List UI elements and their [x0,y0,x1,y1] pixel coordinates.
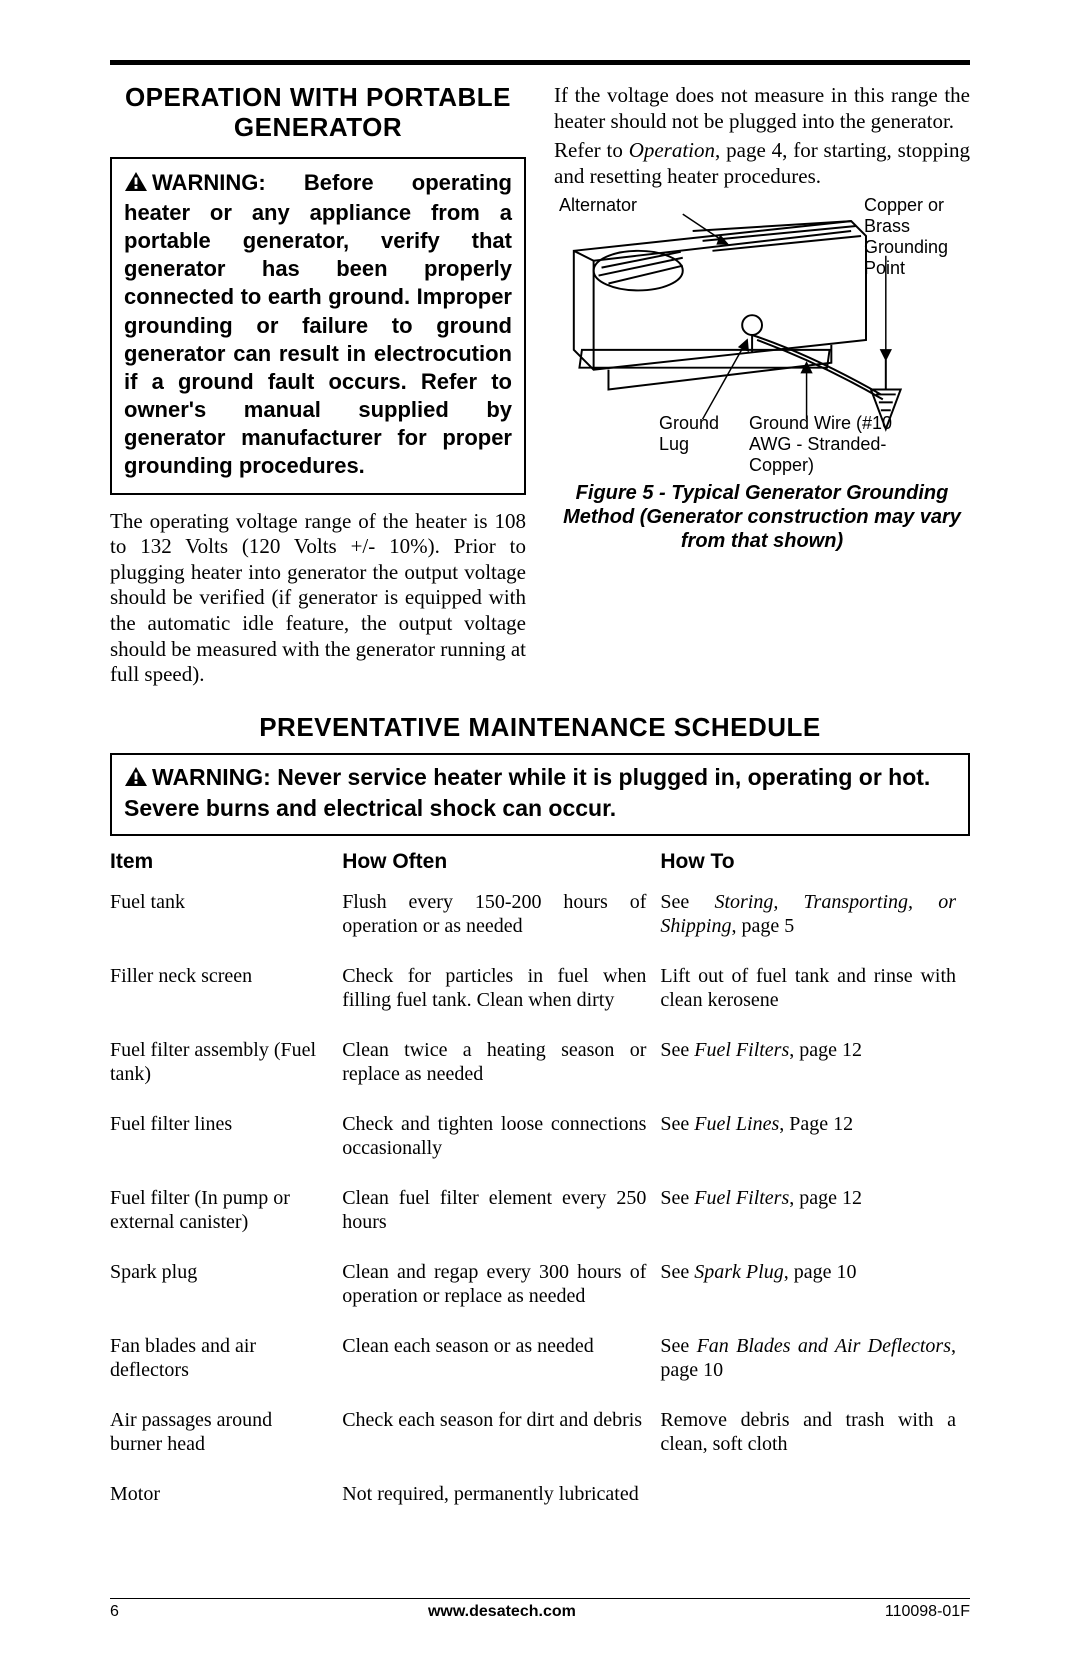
cell-how-to: See Fuel Filters, page 12 [660,1030,970,1104]
manual-page: OPERATION WITH PORTABLE GENERATOR WARNIN… [0,0,1080,1669]
cell-item: Fuel filter lines [110,1104,342,1178]
cell-how-to: Lift out of fuel tank and rinse with cle… [660,956,970,1030]
warning-box-generator: WARNING: Before operating heater or any … [110,157,526,495]
table-row: Fan blades and air deflectorsClean each … [110,1326,970,1400]
table-row: Air passages around burner headCheck eac… [110,1400,970,1474]
cell-item: Fuel tank [110,882,342,956]
table-row: Fuel filter linesCheck and tighten loose… [110,1104,970,1178]
table-row: Filler neck screenCheck for particles in… [110,956,970,1030]
cell-how-to [660,1474,970,1524]
cell-how-often: Flush every 150-200 hours of operation o… [342,882,660,956]
voltage-out-of-range-paragraph: If the voltage does not measure in this … [554,83,970,134]
label-alternator: Alternator [559,195,637,216]
cell-how-often: Check and tighten loose connections occa… [342,1104,660,1178]
section-heading-maintenance: PREVENTATIVE MAINTENANCE SCHEDULE [110,712,970,743]
cell-how-to: See Fan Blades and Air Deflectors, page … [660,1326,970,1400]
figure-5-caption: Figure 5 - Typical Generator Grounding M… [554,481,970,553]
cell-how-often: Check each season for dirt and debris [342,1400,660,1474]
generator-grounding-figure: Alternator Copper or Brass Grounding Poi… [554,195,970,475]
table-row: Fuel filter (In pump or external caniste… [110,1178,970,1252]
cell-how-to: Remove debris and trash with a clean, so… [660,1400,970,1474]
warning-body: WARNING: Before operating heater or any … [124,170,512,479]
warning-text-generator: WARNING: Before operating heater or any … [124,169,512,481]
table-row: MotorNot required, permanently lubricate… [110,1474,970,1524]
cell-how-often: Clean twice a heating season or replace … [342,1030,660,1104]
cell-how-to: See Spark Plug, page 10 [660,1252,970,1326]
cell-how-often: Clean each season or as needed [342,1326,660,1400]
col-how-often: How Often [342,846,660,882]
warning-triangle-icon [124,765,148,794]
label-copper-brass-grounding-point: Copper or Brass Grounding Point [864,195,974,279]
col-how-to: How To [660,846,970,882]
cell-item: Motor [110,1474,342,1524]
table-row: Fuel filter assembly (Fuel tank)Clean tw… [110,1030,970,1104]
page-number: 6 [110,1603,119,1621]
cell-item: Fuel filter assembly (Fuel tank) [110,1030,342,1104]
table-header-row: Item How Often How To [110,846,970,882]
col-item: Item [110,846,342,882]
cell-item: Fuel filter (In pump or external caniste… [110,1178,342,1252]
table-row: Fuel tankFlush every 150-200 hours of op… [110,882,970,956]
two-column-layout: OPERATION WITH PORTABLE GENERATOR WARNIN… [110,83,970,688]
cell-how-to: See Fuel Lines, Page 12 [660,1104,970,1178]
voltage-range-paragraph: The operating voltage range of the heate… [110,509,526,688]
cell-how-often: Clean and regap every 300 hours of opera… [342,1252,660,1326]
top-rule [110,60,970,65]
table-body: Fuel tankFlush every 150-200 hours of op… [110,882,970,1524]
cell-item: Spark plug [110,1252,342,1326]
label-ground-wire: Ground Wire (#10 AWG - Stranded-Copper) [749,413,929,476]
cell-item: Fan blades and air deflectors [110,1326,342,1400]
footer-row: 6 www.desatech.com 110098-01F [110,1603,970,1621]
label-ground-lug: Ground Lug [659,413,739,455]
cell-how-often: Check for particles in fuel when filling… [342,956,660,1030]
footer-url: www.desatech.com [428,1603,576,1621]
table-row: Spark plugClean and regap every 300 hour… [110,1252,970,1326]
cell-item: Filler neck screen [110,956,342,1030]
refer-to-operation-paragraph: Refer to Operation, page 4, for starting… [554,138,970,189]
footer-rule [110,1598,970,1599]
right-column: If the voltage does not measure in this … [554,83,970,688]
section-heading-operation: OPERATION WITH PORTABLE GENERATOR [110,83,526,143]
doc-number: 110098-01F [885,1603,970,1621]
left-column: OPERATION WITH PORTABLE GENERATOR WARNIN… [110,83,526,688]
cell-how-often: Not required, permanently lubricated [342,1474,660,1524]
cell-item: Air passages around burner head [110,1400,342,1474]
cell-how-often: Clean fuel filter element every 250 hour… [342,1178,660,1252]
warning-triangle-icon [124,171,148,199]
warning-text-maintenance: WARNING: Never service heater while it i… [124,763,956,824]
maintenance-schedule-table: Item How Often How To Fuel tankFlush eve… [110,846,970,1524]
page-footer: 6 www.desatech.com 110098-01F [110,1598,970,1621]
warning-box-maintenance: WARNING: Never service heater while it i… [110,753,970,836]
cell-how-to: See Storing, Transporting, or Shipping, … [660,882,970,956]
cell-how-to: See Fuel Filters, page 12 [660,1178,970,1252]
